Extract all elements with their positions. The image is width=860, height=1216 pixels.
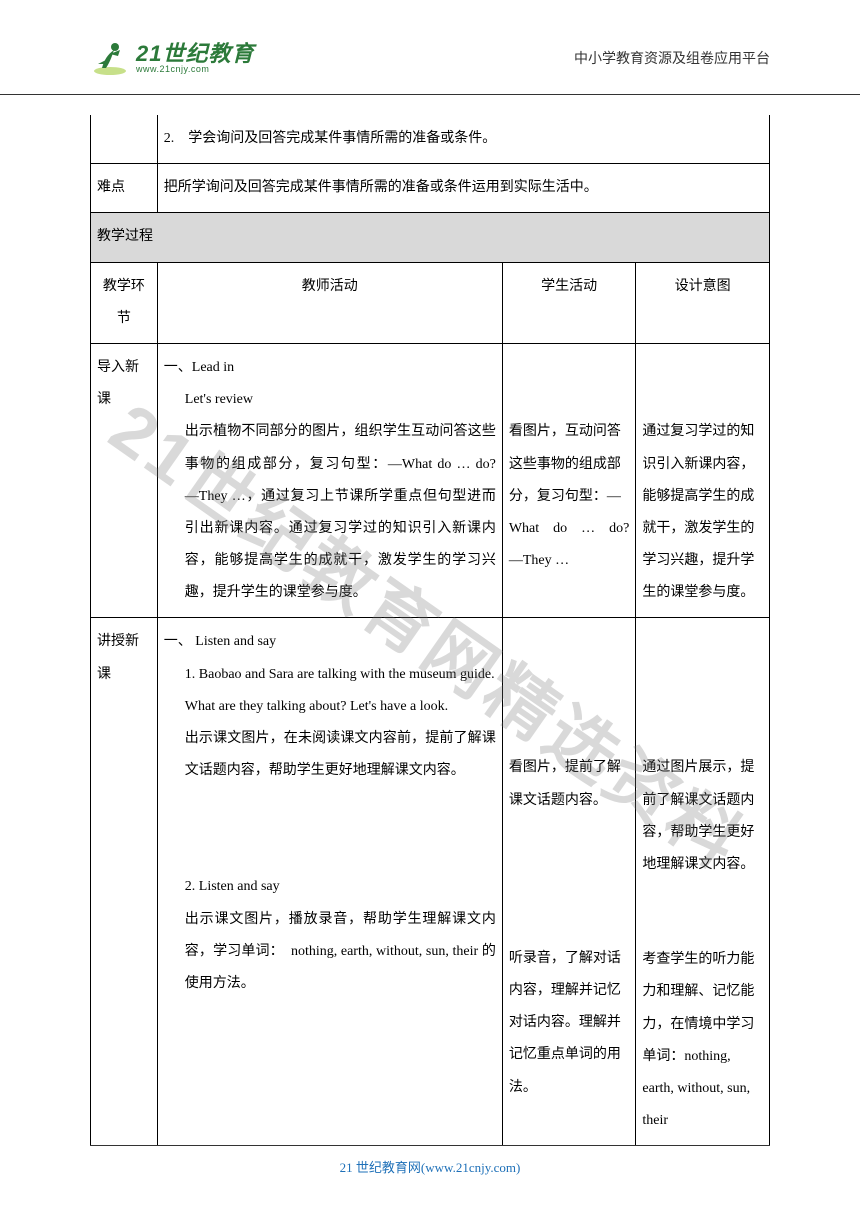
- logo-sub-text: www.21cnjy.com: [136, 65, 254, 74]
- teach-p4: 出示课文图片，播放录音，帮助学生理解课文内容，学习单词： nothing, ea…: [164, 904, 496, 1001]
- col-student: 学生活动: [502, 262, 636, 343]
- teach-intent: 通过图片展示，提前了解课文话题内容，帮助学生更好地理解课文内容。 考查学生的听力…: [636, 618, 770, 1145]
- header-right-text: 中小学教育资源及组卷应用平台: [574, 48, 770, 68]
- footer-divider: [90, 1145, 770, 1146]
- teach-intent-p2: 考查学生的听力能力和理解、记忆能力，在情境中学习单词：nothing, eart…: [642, 944, 763, 1137]
- col-intent: 设计意图: [636, 262, 770, 343]
- leadin-body: 出示植物不同部分的图片，组织学生互动问答这些事物的组成部分，复习句型：—What…: [164, 416, 496, 609]
- leadin-title: 一、Lead in: [164, 352, 496, 384]
- leadin-sub: Let's review: [164, 384, 496, 416]
- teach-stage: 讲授新课: [91, 618, 158, 1145]
- teach-student-p2: 听录音，了解对话内容，理解并记忆对话内容。理解并记忆重点单词的用法。: [509, 943, 630, 1104]
- teach-teacher: 一、 Listen and say 1. Baobao and Sara are…: [157, 618, 502, 1145]
- teach-student: 看图片，提前了解课文话题内容。 听录音，了解对话内容，理解并记忆对话内容。理解并…: [502, 618, 636, 1145]
- cell-difficulty-label: 难点: [91, 164, 158, 213]
- logo: 21世纪教育 www.21cnjy.com: [90, 40, 254, 76]
- leadin-intent: 通过复习学过的知识引入新课内容，能够提高学生的成就干，激发学生的学习兴趣，提升学…: [636, 343, 770, 618]
- leadin-intent-text: 通过复习学过的知识引入新课内容，能够提高学生的成就干，激发学生的学习兴趣，提升学…: [642, 416, 763, 609]
- teach-title: 一、 Listen and say: [164, 626, 496, 658]
- teach-student-p1: 看图片，提前了解课文话题内容。: [509, 752, 630, 816]
- process-header: 教学过程: [91, 213, 770, 262]
- table-row: 难点 把所学询问及回答完成某件事情所需的准备或条件运用到实际生活中。: [91, 164, 770, 213]
- logo-main-text: 21世纪教育: [136, 43, 254, 65]
- page-header: 21世纪教育 www.21cnjy.com 中小学教育资源及组卷应用平台: [0, 0, 860, 95]
- teach-intent-p1: 通过图片展示，提前了解课文话题内容，帮助学生更好地理解课文内容。: [642, 752, 763, 881]
- process-header-row: 教学过程: [91, 213, 770, 262]
- page-body: 2. 学会询问及回答完成某件事情所需的准备或条件。 难点 把所学询问及回答完成某…: [0, 95, 860, 1145]
- cell-prev-content: 2. 学会询问及回答完成某件事情所需的准备或条件。: [157, 115, 769, 164]
- leadin-student-text: 看图片，互动问答这些事物的组成部分，复习句型：—What do … do? —T…: [509, 416, 630, 577]
- col-stage: 教学环节: [91, 262, 158, 343]
- page-footer: 21 世纪教育网(www.21cnjy.com): [0, 1157, 860, 1176]
- lead-in-row: 导入新课 一、Lead in Let's review 出示植物不同部分的图片，…: [91, 343, 770, 618]
- leadin-student: 看图片，互动问答这些事物的组成部分，复习句型：—What do … do? —T…: [502, 343, 636, 618]
- lesson-plan-table: 2. 学会询问及回答完成某件事情所需的准备或条件。 难点 把所学询问及回答完成某…: [90, 115, 770, 1145]
- col-teacher: 教师活动: [157, 262, 502, 343]
- leadin-stage: 导入新课: [91, 343, 158, 618]
- teach-p2: 出示课文图片，在未阅读课文内容前，提前了解课文话题内容，帮助学生更好地理解课文内…: [164, 723, 496, 787]
- leadin-teacher: 一、Lead in Let's review 出示植物不同部分的图片，组织学生互…: [157, 343, 502, 618]
- teach-p1: 1. Baobao and Sara are talking with the …: [164, 659, 496, 723]
- cell-difficulty-content: 把所学询问及回答完成某件事情所需的准备或条件运用到实际生活中。: [157, 164, 769, 213]
- teach-row: 讲授新课 一、 Listen and say 1. Baobao and Sar…: [91, 618, 770, 1145]
- teach-p3: 2. Listen and say: [164, 871, 496, 903]
- runner-icon: [90, 40, 130, 76]
- column-header-row: 教学环节 教师活动 学生活动 设计意图: [91, 262, 770, 343]
- table-row: 2. 学会询问及回答完成某件事情所需的准备或条件。: [91, 115, 770, 164]
- cell-empty: [91, 115, 158, 164]
